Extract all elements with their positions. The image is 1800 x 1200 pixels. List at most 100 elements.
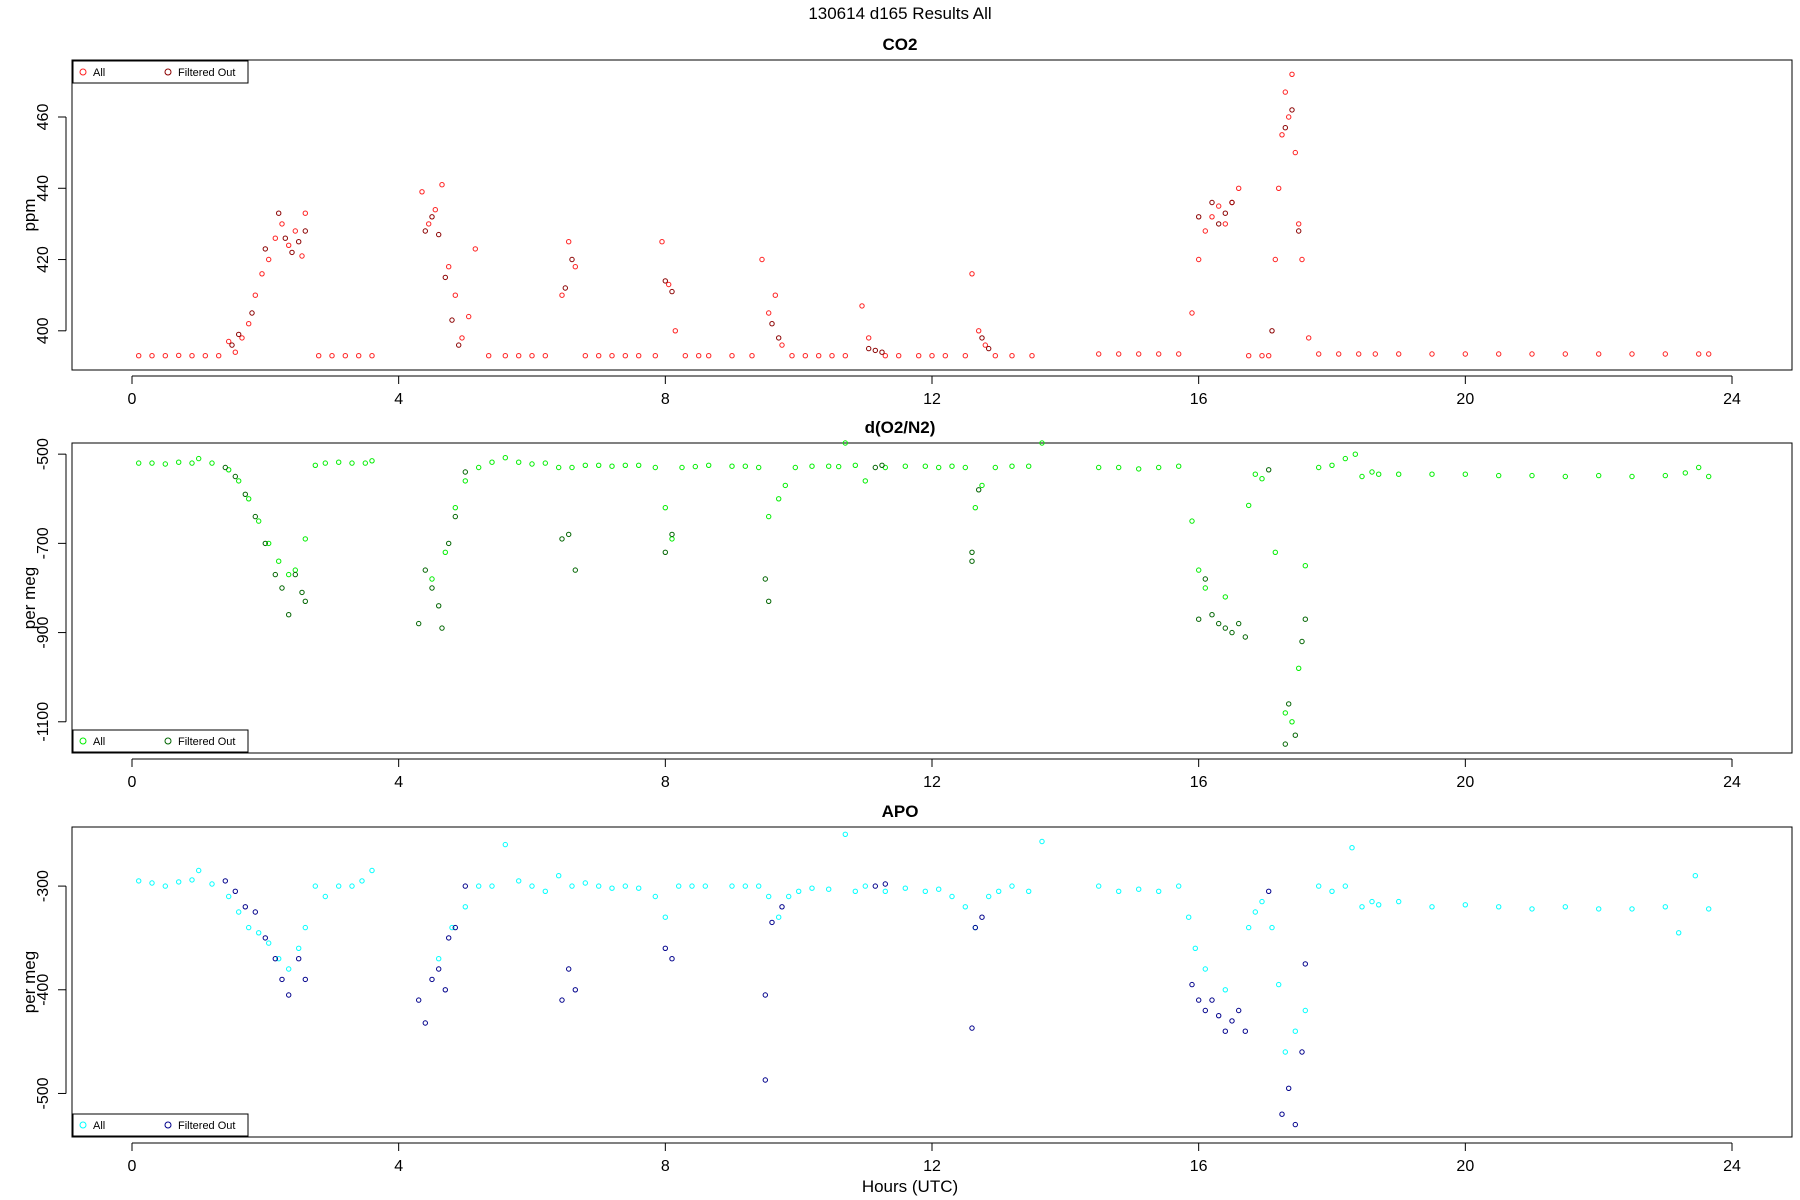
data-point-filtered	[567, 532, 571, 536]
data-point-all	[623, 463, 627, 467]
data-point-filtered	[243, 905, 247, 909]
data-point-all	[1297, 222, 1301, 226]
data-point-all	[977, 329, 981, 333]
data-point-all	[1283, 1050, 1287, 1054]
data-point-all	[963, 905, 967, 909]
data-point-filtered	[670, 289, 674, 293]
y-tick-label: -500	[35, 438, 52, 470]
data-point-all	[570, 465, 574, 469]
data-point-all	[530, 354, 534, 358]
data-point-all	[903, 886, 907, 890]
data-point-all	[743, 884, 747, 888]
data-point-all	[993, 465, 997, 469]
data-point-all	[777, 915, 781, 919]
data-point-all	[943, 354, 947, 358]
data-point-all	[660, 240, 664, 244]
data-point-all	[487, 354, 491, 358]
x-tick-label: 4	[394, 774, 403, 791]
x-tick-label: 20	[1456, 774, 1474, 791]
legend-label: All	[93, 67, 105, 79]
data-point-all	[463, 479, 467, 483]
x-tick-label: 8	[661, 391, 670, 408]
data-point-all	[150, 354, 154, 358]
x-tick-label: 12	[923, 391, 941, 408]
data-point-filtered	[417, 998, 421, 1002]
data-point-all	[1317, 465, 1321, 469]
data-point-all	[1117, 352, 1121, 356]
data-point-all	[1463, 352, 1467, 356]
data-point-all	[1397, 899, 1401, 903]
data-point-all	[530, 884, 534, 888]
data-point-all	[433, 208, 437, 212]
data-point-all	[1497, 473, 1501, 477]
data-point-all	[197, 456, 201, 460]
data-point-all	[1663, 352, 1667, 356]
x-tick-label: 4	[394, 391, 403, 408]
data-point-all	[137, 461, 141, 465]
y-tick-label: 420	[35, 246, 52, 273]
data-point-all	[543, 889, 547, 893]
data-point-all	[1307, 336, 1311, 340]
data-point-all	[1663, 473, 1667, 477]
data-point-all	[463, 905, 467, 909]
data-point-filtered	[780, 905, 784, 909]
data-point-all	[1290, 720, 1294, 724]
legend: All Filtered Out	[73, 61, 248, 83]
y-axis-label: per meg	[20, 951, 39, 1013]
data-point-all	[963, 354, 967, 358]
data-point-all	[420, 190, 424, 194]
data-point-filtered	[1217, 1014, 1221, 1018]
data-point-all	[1097, 465, 1101, 469]
data-point-all	[1237, 186, 1241, 190]
data-point-all	[1197, 568, 1201, 572]
data-point-all	[917, 354, 921, 358]
data-point-filtered	[1210, 200, 1214, 204]
data-point-all	[683, 354, 687, 358]
data-point-all	[1677, 931, 1681, 935]
x-tick-label: 16	[1190, 774, 1208, 791]
data-point-all	[1530, 352, 1534, 356]
data-point-all	[467, 314, 471, 318]
data-point-all	[1157, 352, 1161, 356]
data-point-all	[1027, 889, 1031, 893]
data-point-all	[440, 183, 444, 187]
data-point-filtered	[457, 343, 461, 347]
data-point-filtered	[1303, 962, 1307, 966]
data-point-all	[1010, 354, 1014, 358]
data-point-filtered	[1237, 621, 1241, 625]
data-point-all	[1277, 186, 1281, 190]
y-axis-label: ppm	[20, 198, 39, 231]
data-point-filtered	[300, 590, 304, 594]
data-point-all	[853, 889, 857, 893]
data-point-all	[597, 884, 601, 888]
data-point-filtered	[1283, 126, 1287, 130]
data-point-filtered	[1223, 1029, 1227, 1033]
data-point-all	[1497, 905, 1501, 909]
data-point-all	[923, 889, 927, 893]
data-point-all	[1463, 903, 1467, 907]
data-point-filtered	[1230, 630, 1234, 634]
data-point-all	[1430, 352, 1434, 356]
data-point-all	[1177, 352, 1181, 356]
data-point-filtered	[973, 925, 977, 929]
data-point-all	[210, 461, 214, 465]
data-point-filtered	[1217, 621, 1221, 625]
data-point-filtered	[463, 470, 467, 474]
panel-title: CO2	[883, 35, 918, 54]
data-point-filtered	[443, 988, 447, 992]
data-point-filtered	[670, 957, 674, 961]
data-point-all	[343, 354, 347, 358]
data-point-all	[1697, 352, 1701, 356]
data-point-filtered	[873, 348, 877, 352]
data-point-all	[1370, 470, 1374, 474]
data-point-all	[1563, 352, 1567, 356]
y-tick-label: -500	[35, 1077, 52, 1109]
data-point-all	[1223, 222, 1227, 226]
data-point-all	[830, 354, 834, 358]
data-point-all	[663, 506, 667, 510]
data-point-filtered	[763, 993, 767, 997]
data-point-filtered	[1303, 617, 1307, 621]
data-point-all	[177, 880, 181, 884]
data-point-filtered	[233, 474, 237, 478]
data-point-filtered	[283, 236, 287, 240]
